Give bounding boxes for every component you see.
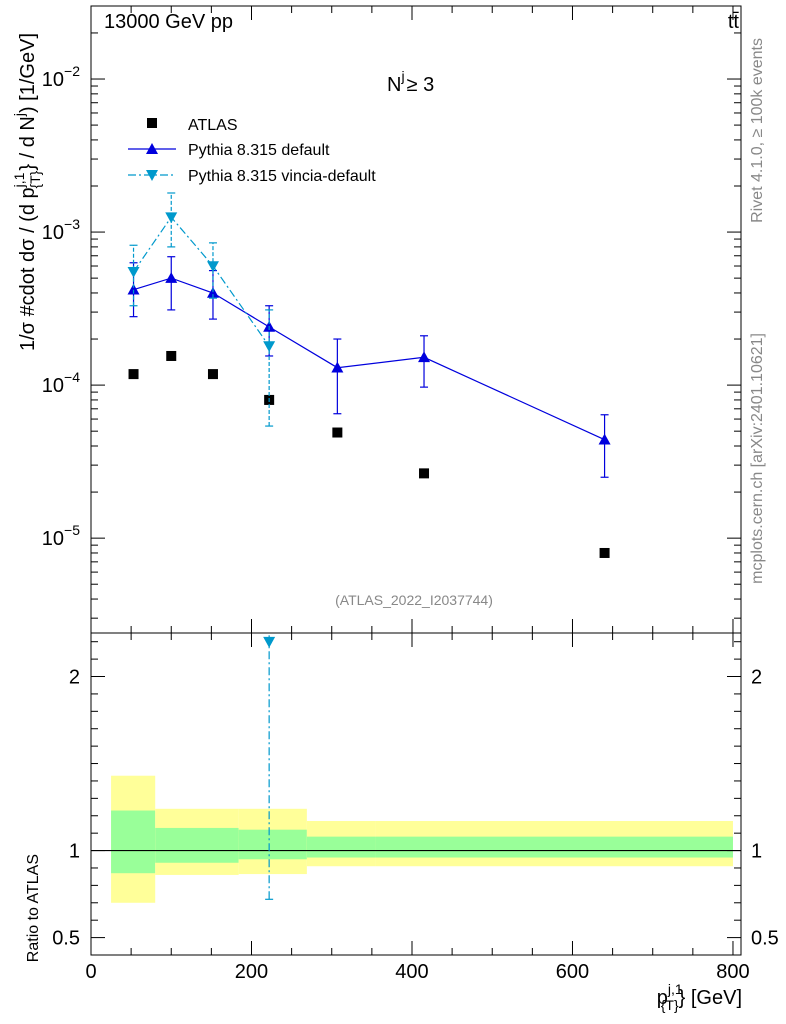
legend-vincia-label: Pythia 8.315 vincia-default [188,168,376,185]
ratio-y-ticks: 0.5 0.5 1 1 2 2 [52,641,779,950]
y-tick-label: 10−5 [42,522,80,550]
xlabel-main: p [657,987,668,1009]
y-tick-label: 10−3 [42,216,80,244]
atlas-data-point [166,350,177,361]
ylabel-sup-2: j [11,113,27,117]
panel-title-suffix: ≥ 3 [407,74,435,96]
x-tick-label: 800 [716,961,749,983]
energy-label: 13000 GeV pp [104,11,233,33]
ylabel-sup-1: j,1 [11,172,27,188]
xlabel-suffix: } [GeV] [679,987,742,1009]
uncertainty-band-green [155,827,239,863]
process-label: tt̄ [728,11,740,33]
ratio-y-tick-label-left: 1 [69,841,80,863]
ylabel-part-2: } / d N [17,116,39,170]
ylabel-sub-1: {T} [27,170,43,188]
ratio-x-ticks: 0 200 400 600 800 [85,633,750,983]
uncertainty-band-green [375,836,733,858]
legend-atlas-marker [147,118,157,128]
xlabel-sub: {T} [661,997,679,1013]
x-tick-label: 200 [235,961,268,983]
ratio-vincia-point [263,636,276,648]
atlas-data-point [599,547,610,558]
ratio-y-tick-label-right: 0.5 [751,928,779,950]
main-series [127,192,611,558]
pythia-vincia-point [127,266,140,278]
ratio-series [263,633,276,900]
ratio-frame [90,632,742,956]
analysis-watermark: (ATLAS_2022_I2037744) [335,592,493,608]
main-y-axis-label: 1/σ #cdot dσ / (d pj,1{T}} / d Nj) [1/Ge… [11,33,43,351]
main-frame [90,5,742,634]
x-tick-label: 600 [556,961,589,983]
legend: ATLAS Pythia 8.315 default Pythia 8.315 … [128,117,376,185]
atlas-data-point [128,369,139,380]
ratio-y-axis-label: Ratio to ATLAS [25,854,42,962]
pythia-default-point [165,272,178,283]
uncertainty-band-green [306,836,376,858]
ylabel-part-1: 1/σ #cdot dσ / (d p [17,187,39,351]
legend-vincia-marker [146,170,158,181]
atlas-data-point [207,369,218,380]
ylabel-part-3: ) [1/GeV] [17,33,39,113]
pythia-default-point [598,433,611,445]
series-line-2 [133,216,270,347]
pythia-vincia-point [263,341,276,353]
panel-title-main: N [387,74,401,96]
panel-title: Nj ≥ 3 [387,68,434,96]
uncertainty-band-green [238,829,307,860]
x-axis-label: pj,1 {T}} [GeV] [657,981,742,1013]
pythia-default-point [206,286,219,298]
pythia-default-point [127,283,140,295]
pythia-default-point [418,351,431,363]
x-tick-label: 0 [85,961,96,983]
uncertainty-band-green [111,810,156,874]
ratio-bands [91,775,741,903]
main-x-ticks [90,6,734,633]
ratio-y-tick-label-right: 2 [751,667,762,689]
xlabel-sup: j,1 [667,981,683,997]
legend-atlas-label: ATLAS [188,117,238,134]
main-y-ticks: 10−5 10−4 10−3 10−2 [42,5,741,619]
panel-title-sup: j [400,68,404,84]
legend-default-label: Pythia 8.315 default [188,142,330,159]
x-tick-label: 400 [395,961,428,983]
ratio-y-tick-label-right: 1 [751,841,762,863]
ratio-panel: 0.5 0.51 12 2 0 200 400 600 800 Ratio to ATLAS … [25,632,779,1013]
series-line-1 [133,277,605,441]
atlas-data-point [419,468,430,479]
ratio-y-tick-label-left: 0.5 [52,928,80,950]
atlas-data-point [332,427,343,438]
rivet-version-label: Rivet 4.1.0, ≥ 100k events [749,38,766,223]
pythia-vincia-point [165,212,178,224]
pythia-vincia-point [206,261,219,273]
y-tick-label: 10−4 [42,369,80,397]
pythia-default-point [331,361,344,373]
y-tick-label: 10−2 [42,63,80,91]
legend-default-marker [146,143,158,154]
ratio-y-tick-label-left: 2 [69,667,80,689]
main-panel: 10−510−410−310−2 Nj ≥ 3 (ATLAS_2022_I2037… [11,5,742,634]
source-label: mcplots.cern.ch [arXiv:2401.10621] [749,333,766,584]
